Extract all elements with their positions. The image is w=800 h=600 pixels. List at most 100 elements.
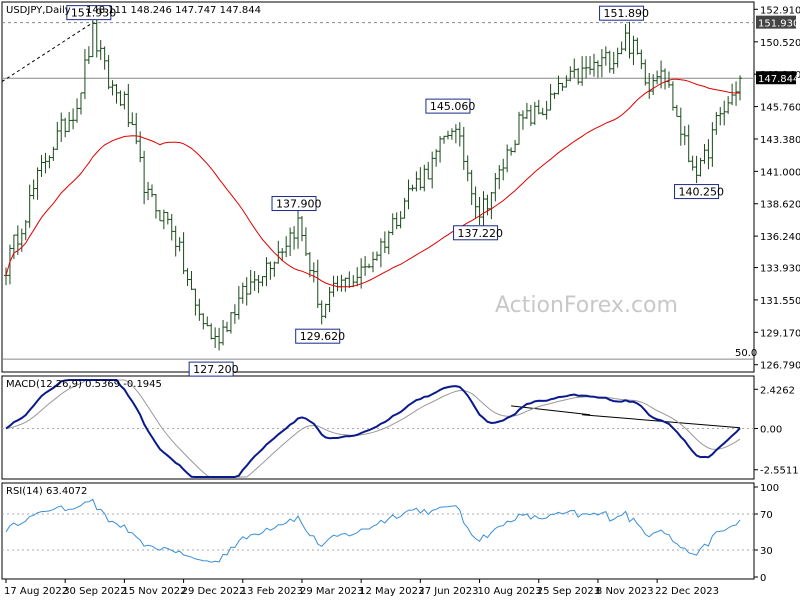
ohlc-bar [434, 149, 439, 167]
ohlc-bar [461, 126, 466, 170]
ohlc-bar [146, 181, 151, 201]
ohlc-bar [497, 165, 502, 190]
annotation-box [66, 5, 112, 21]
x-tick-label: 10 Aug 2023 [478, 586, 542, 597]
ohlc-bar [430, 151, 435, 189]
ohlc-bar [47, 155, 52, 169]
ohlc-bar [674, 104, 679, 117]
ohlc-bar [532, 101, 537, 125]
ohlc-bar [31, 179, 36, 200]
ohlc-bar [457, 122, 462, 147]
ohlc-bar [343, 277, 348, 292]
price-tag: 147.844 [756, 71, 799, 85]
y-tick-label: 136.240 [760, 232, 800, 243]
ohlc-bar [86, 46, 91, 64]
ohlc-bar [189, 270, 194, 291]
ohlc-bar [485, 194, 490, 216]
ohlc-bar [201, 313, 206, 330]
ohlc-bar [307, 252, 312, 278]
ohlc-bar [98, 40, 103, 60]
price-tag: 151.930 [756, 15, 799, 30]
price-annotation: 151.930 [66, 5, 117, 21]
y-tick-label: 143.380 [760, 135, 800, 146]
ohlc-bar [540, 107, 545, 116]
ohlc-bar [260, 276, 265, 287]
rsi-line [5, 498, 741, 563]
ohlc-bar [730, 83, 735, 106]
y-tick-label: 129.170 [760, 328, 800, 339]
ohlc-bar [228, 312, 233, 334]
ohlc-bar [643, 59, 648, 86]
ohlc-bar [686, 124, 691, 163]
ohlc-bar [714, 111, 719, 135]
ohlc-bar [248, 269, 253, 295]
x-tick-label: 12 May 2023 [359, 586, 424, 597]
price-tag-box [756, 15, 796, 29]
price-annotation: 137.220 [453, 225, 503, 241]
ohlc-bar [505, 144, 510, 173]
ohlc-bar [591, 53, 596, 77]
ohlc-bar [197, 298, 202, 321]
ohlc-bar [276, 240, 281, 264]
ohlc-bar [524, 102, 529, 119]
ohlc-bar [90, 20, 95, 58]
price-annotation: 145.060 [425, 98, 476, 114]
ohlc-bar [256, 274, 261, 294]
x-tick-label: 13 Feb 2023 [241, 586, 303, 597]
ohlc-bar [438, 136, 443, 163]
ohlc-bar [386, 230, 391, 255]
ohlc-bar [382, 231, 387, 254]
annotation-label: 151.930 [71, 7, 117, 20]
main-panel [1, 1, 755, 373]
ohlc-bar [627, 21, 632, 59]
ohlc-bar [619, 41, 624, 55]
ohlc-bar [67, 111, 72, 133]
ohlc-bar [568, 66, 573, 82]
ohlc-bar [39, 155, 44, 177]
y-tick-label: 133.930 [760, 264, 800, 275]
ohlc-bar [655, 70, 660, 85]
ohlc-bar [548, 84, 553, 111]
macd-panel [1, 375, 755, 480]
ohlc-bar [544, 100, 549, 120]
annotation-box [453, 225, 499, 241]
ohlc-bar [327, 286, 332, 313]
macd-title: MACD(12,26,9) 0.5369 -0.1945 [6, 379, 162, 390]
annotation-label: 145.060 [430, 100, 476, 113]
ohlc-bar [426, 161, 431, 180]
ohlc-bar [157, 209, 162, 222]
ohlc-bar [315, 259, 320, 309]
ohlc-bar [43, 152, 48, 174]
ohlc-bar [599, 48, 604, 78]
ohlc-bar [150, 184, 155, 198]
ohlc-bar [185, 268, 190, 287]
rsi-title: RSI(14) 63.4072 [6, 486, 87, 497]
ohlc-bar [272, 261, 277, 277]
ohlc-bar [280, 248, 285, 262]
ohlc-bar [556, 75, 561, 95]
ohlc-bar [493, 173, 498, 202]
ohlc-bar [114, 84, 119, 104]
ohlc-bar [284, 236, 289, 258]
price-annotation: 140.250 [674, 184, 724, 200]
x-tick-label: 29 Mar 2023 [300, 586, 363, 597]
ohlc-bar [217, 327, 222, 351]
ohlc-bar [635, 37, 640, 55]
ohlc-bar [78, 92, 83, 115]
ohlc-bar [631, 35, 636, 66]
ohlc-bar [678, 107, 683, 146]
ohlc-bar [595, 60, 600, 78]
y-tick-label: 150.520 [760, 38, 800, 49]
annotation-box [271, 196, 317, 212]
ohlc-bar [27, 184, 32, 228]
ohlc-bar [363, 256, 368, 276]
ohlc-bar [473, 186, 478, 219]
ohlc-bar [520, 110, 525, 130]
ohlc-bar [481, 191, 486, 229]
y-tick-label: 141.000 [760, 167, 800, 178]
rsi-y-tick-label: 0 [760, 573, 766, 584]
x-tick-label: 30 Sep 2022 [63, 586, 126, 597]
ohlc-bar [651, 74, 656, 96]
trend-line [1, 22, 94, 82]
